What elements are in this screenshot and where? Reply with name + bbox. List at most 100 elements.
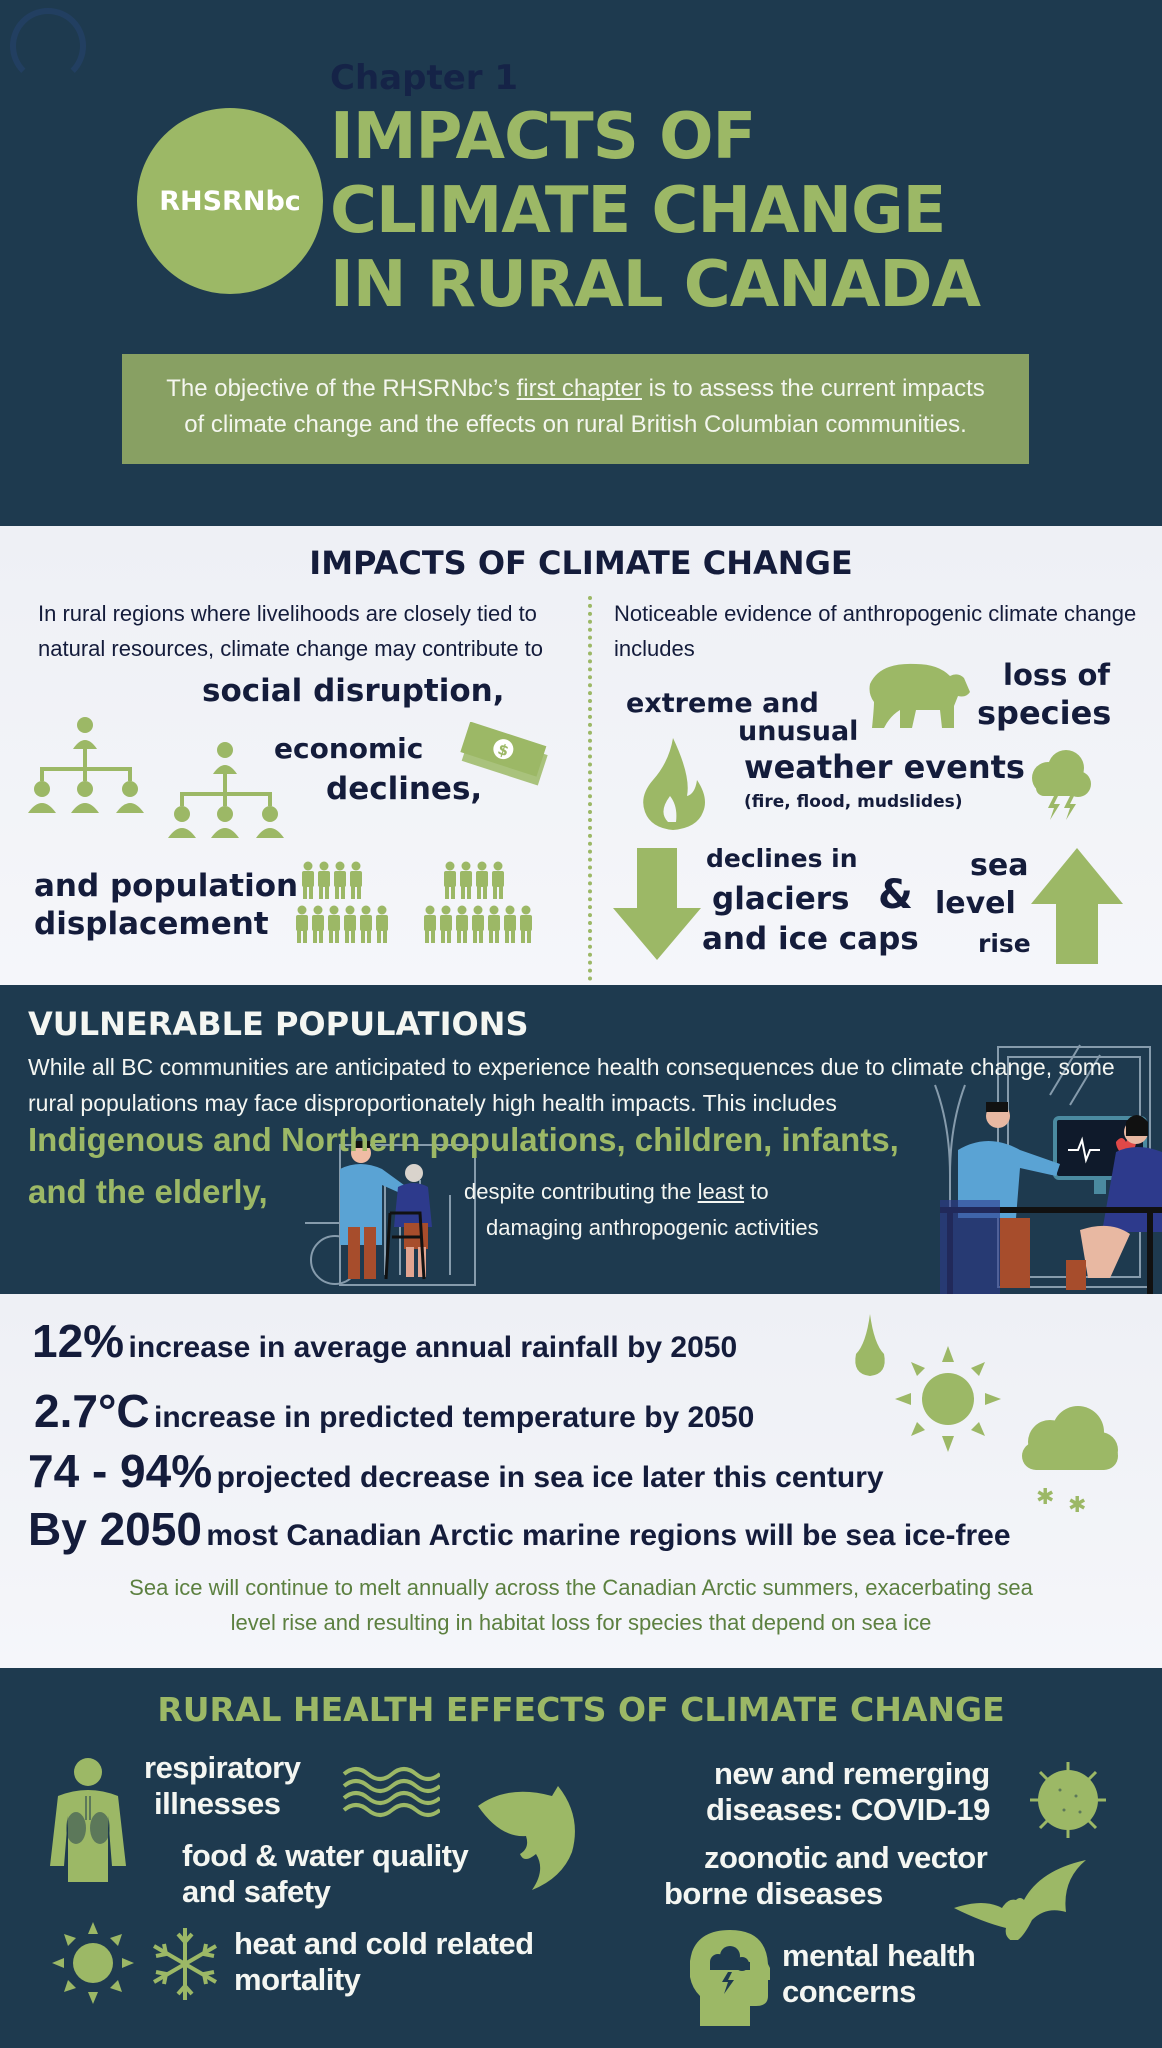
sun-icon — [52, 1922, 134, 2004]
vulnerable-body: While all BC communities are anticipated… — [28, 1054, 1115, 1116]
unusual-label: unusual — [738, 716, 859, 747]
raindrop-icon — [855, 1314, 885, 1376]
header-section: RHSRNbc Chapter 1 IMPACTS OF CLIMATE CHA… — [0, 0, 1162, 526]
population-displacement-label: and population displacement — [34, 867, 298, 943]
objective-text: The objective of the RHSRNbc’s — [166, 375, 517, 402]
org-chart-icon — [28, 717, 284, 838]
item-line: mortality — [234, 1962, 361, 1997]
badge-label: RHSRNbc — [159, 185, 301, 217]
impacts-section: IMPACTS OF CLIMATE CHANGE In rural regio… — [0, 526, 1162, 985]
vulnerable-groups-line1: Indigenous and Northern populations, chi… — [28, 1121, 899, 1158]
health-item-respiratory: respiratory illnesses — [144, 1750, 301, 1822]
section-title: VULNERABLE POPULATIONS — [28, 1005, 529, 1043]
consultation-icon — [940, 1102, 1162, 1294]
section-title: RURAL HEALTH EFFECTS OF CLIMATE CHANGE — [157, 1690, 1005, 1729]
stat-value: 74 - 94% — [28, 1445, 213, 1497]
health-item-zoonotic: zoonotic and vector borne diseases — [664, 1840, 988, 1912]
least-emphasis: least — [697, 1179, 745, 1204]
title-line: IMPACTS OF — [330, 100, 756, 174]
money-icon: $ — [460, 722, 548, 786]
stat-text: increase in predicted temperature by 205… — [154, 1401, 755, 1434]
stat-value: 12% — [32, 1315, 125, 1367]
stat-temperature: 2.7°C increase in predicted temperature … — [34, 1384, 754, 1438]
item-line: heat and cold related — [234, 1926, 534, 1961]
health-effects-section: RURAL HEALTH EFFECTS OF CLIMATE CHANGE r… — [0, 1668, 1162, 2048]
doctor-patient-icon — [340, 1141, 432, 1280]
item-line: diseases: COVID-19 — [706, 1792, 990, 1827]
stat-text: increase in average annual rainfall by 2… — [128, 1331, 738, 1364]
note-line: level rise and resulting in habitat loss… — [230, 1610, 932, 1635]
fish-icon — [478, 1786, 575, 1890]
weather-note: (fire, flood, mudslides) — [744, 792, 963, 812]
objective-text: is to assess the current impacts — [641, 375, 985, 402]
stat-ice-free: By 2050 most Canadian Arctic marine regi… — [28, 1502, 1011, 1556]
stat-value: 2.7°C — [34, 1385, 150, 1437]
impacts-intro-left: In rural regions where livelihoods are c… — [38, 601, 544, 661]
despite-text: despite contributing the least to — [464, 1179, 769, 1205]
loss-of-label: loss of — [1003, 658, 1111, 692]
stat-sea-ice-decrease: 74 - 94% projected decrease in sea ice l… — [28, 1444, 884, 1498]
bear-icon — [869, 663, 970, 728]
objective-box: The objective of the RHSRNbc’s first cha… — [122, 354, 1029, 464]
despite-text-line2: damaging anthropogenic activities — [486, 1215, 819, 1240]
health-item-food-water: food & water quality and safety — [182, 1838, 469, 1910]
vulnerable-populations-section: VULNERABLE POPULATIONS While all BC comm… — [0, 985, 1162, 1294]
dotted-divider — [588, 596, 592, 981]
glaciers-label: glaciers — [712, 881, 850, 917]
objective-text: of climate change and the effects on rur… — [184, 411, 967, 438]
extreme-label: extreme and — [626, 688, 819, 719]
stat-rainfall: 12% increase in average annual rainfall … — [32, 1314, 737, 1368]
first-chapter-link[interactable]: first chapter — [516, 375, 642, 402]
sun-icon — [895, 1346, 1001, 1452]
health-item-heat-cold: heat and cold related mortality — [234, 1926, 534, 1998]
stat-text: projected decrease in sea ice later this… — [216, 1461, 884, 1494]
chapter-label: Chapter 1 — [330, 58, 519, 98]
crowd-icon — [296, 861, 532, 943]
item-line: concerns — [782, 1974, 916, 2009]
arrow-down-icon — [613, 848, 701, 960]
snowflake-icon — [152, 1928, 218, 2000]
ice-caps-label: and ice caps — [702, 921, 919, 957]
snow-cloud-icon: ✱ ✱ — [1022, 1406, 1118, 1518]
title-line: IN RURAL CANADA — [330, 248, 981, 322]
rise-label: rise — [978, 929, 1031, 958]
item-line: food & water quality — [182, 1838, 469, 1873]
page-title: IMPACTS OF CLIMATE CHANGE IN RURAL CANAD… — [330, 100, 981, 322]
lungs-body-icon — [50, 1758, 126, 1882]
health-item-emerging-diseases: new and remerging diseases: COVID-19 — [706, 1756, 990, 1828]
item-line: borne diseases — [664, 1876, 883, 1911]
section-title: IMPACTS OF CLIMATE CHANGE — [309, 544, 853, 582]
level-label: level — [935, 886, 1016, 921]
despite-post: to — [744, 1179, 769, 1204]
title-line: CLIMATE CHANGE — [330, 174, 946, 248]
ampersand: & — [878, 872, 913, 918]
social-disruption-label: social disruption, — [202, 673, 505, 709]
rhsrnbc-badge: RHSRNbc — [137, 108, 323, 294]
stat-text: most Canadian Arctic marine regions will… — [206, 1519, 1011, 1552]
weather-events-label: weather events — [744, 748, 1025, 786]
note-line: Sea ice will continue to melt annually a… — [129, 1575, 1033, 1600]
economic-label: economic — [274, 732, 424, 765]
despite-pre: despite contributing the — [464, 1179, 698, 1204]
label-line: and population — [34, 868, 299, 904]
stat-value: By 2050 — [28, 1503, 202, 1555]
virus-icon — [1030, 1762, 1106, 1838]
item-line: illnesses — [154, 1786, 281, 1821]
impacts-intro-right: Noticeable evidence of anthropogenic cli… — [614, 601, 1137, 661]
waves-icon — [342, 1767, 440, 1817]
svg-text:✱: ✱ — [1068, 1493, 1086, 1518]
health-item-mental-health: mental health concerns — [782, 1938, 976, 2010]
storm-cloud-icon — [1032, 750, 1091, 820]
species-label: species — [977, 694, 1112, 732]
item-line: respiratory — [144, 1750, 301, 1785]
label-line: displacement — [34, 906, 269, 942]
climate-stats-section: 12% increase in average annual rainfall … — [0, 1294, 1162, 1668]
sea-ice-note: Sea ice will continue to melt annually a… — [0, 1570, 1162, 1640]
svg-text:✱: ✱ — [1036, 1485, 1054, 1510]
item-line: and safety — [182, 1874, 331, 1909]
vulnerable-groups-line2: and the elderly, — [28, 1173, 268, 1210]
fire-icon — [643, 738, 705, 830]
item-line: mental health — [782, 1938, 976, 1973]
item-line: zoonotic and vector — [704, 1840, 988, 1875]
declines-label: declines, — [326, 771, 483, 807]
